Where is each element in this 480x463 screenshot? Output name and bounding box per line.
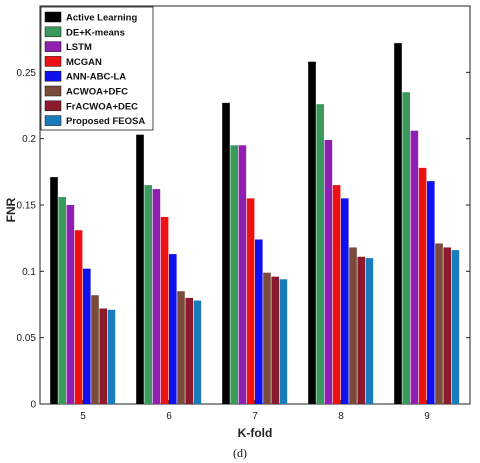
legend-label: DE+K-means xyxy=(66,27,125,38)
bar xyxy=(410,130,419,404)
bar xyxy=(402,92,410,404)
bar xyxy=(308,61,316,404)
legend-label: MCGAN xyxy=(66,57,102,68)
y-tick-label: 0 xyxy=(30,400,36,411)
x-axis-ticks: 5 6 7 8 9 xyxy=(80,400,430,422)
bar xyxy=(177,291,185,404)
legend-swatch xyxy=(44,70,62,82)
bar xyxy=(394,43,402,405)
bar xyxy=(152,189,161,404)
bars-group xyxy=(50,43,460,405)
legend-swatch xyxy=(44,100,62,112)
legend-label: FrACWOA+DEC xyxy=(66,101,138,112)
bar xyxy=(160,216,169,404)
bar xyxy=(74,230,83,404)
legend-label: LSTM xyxy=(66,42,92,53)
x-tick-label: 9 xyxy=(424,411,430,422)
legend-swatch xyxy=(44,115,62,126)
bar xyxy=(279,279,288,404)
x-tick-label: 5 xyxy=(80,411,86,422)
bar xyxy=(427,181,435,404)
bar xyxy=(255,239,263,404)
bar xyxy=(451,250,460,404)
bar xyxy=(324,139,333,405)
legend-label: Active Learning xyxy=(66,13,137,24)
x-tick-label: 7 xyxy=(252,411,258,422)
bar xyxy=(169,254,177,404)
bar xyxy=(193,300,202,404)
x-tick-label: 8 xyxy=(338,411,344,422)
bar xyxy=(238,145,247,405)
bar xyxy=(435,243,443,404)
bar xyxy=(263,272,271,404)
bar xyxy=(332,185,341,404)
bar xyxy=(58,197,66,404)
bar xyxy=(316,104,324,405)
y-tick-label: 0.25 xyxy=(17,68,37,79)
bar xyxy=(349,247,357,404)
y-tick-label: 0.15 xyxy=(17,201,37,212)
y-tick-label: 0.2 xyxy=(22,134,36,145)
y-axis-ticks: 0 0.05 0.1 0.15 0.2 0.25 xyxy=(17,68,470,411)
bar xyxy=(91,295,99,404)
bar xyxy=(341,198,349,404)
bar xyxy=(99,308,107,404)
bar xyxy=(271,276,279,404)
legend-label: ACWOA+DFC xyxy=(66,87,128,98)
legend-swatch xyxy=(44,56,62,67)
bar xyxy=(365,258,374,404)
bar xyxy=(357,256,365,404)
legend-swatch xyxy=(44,41,62,52)
legend: Active Learning DE+K-means LSTM MCGAN ANN-AB… xyxy=(40,6,154,131)
x-tick-label: 6 xyxy=(166,411,172,422)
y-tick-label: 0.1 xyxy=(22,267,36,278)
bar xyxy=(222,102,230,404)
figure-caption: (d) xyxy=(233,446,247,460)
bar xyxy=(185,297,193,404)
x-axis-title: K-fold xyxy=(238,426,273,440)
legend-swatch xyxy=(44,26,62,38)
bar xyxy=(230,145,238,405)
bar xyxy=(66,205,75,404)
bar xyxy=(418,167,427,404)
y-tick-label: 0.05 xyxy=(17,333,37,344)
y-axis-title: FNR xyxy=(4,197,18,222)
bar xyxy=(443,247,451,404)
legend-swatch xyxy=(44,11,62,23)
bar xyxy=(83,268,91,404)
bar xyxy=(107,309,116,404)
bar xyxy=(50,177,58,404)
bar xyxy=(144,185,152,404)
legend-label: ANN-ABC-LA xyxy=(66,72,126,83)
bar xyxy=(136,134,144,404)
legend-label: Proposed FEOSA xyxy=(66,116,145,127)
bar xyxy=(246,198,255,404)
legend-swatch xyxy=(44,85,62,97)
